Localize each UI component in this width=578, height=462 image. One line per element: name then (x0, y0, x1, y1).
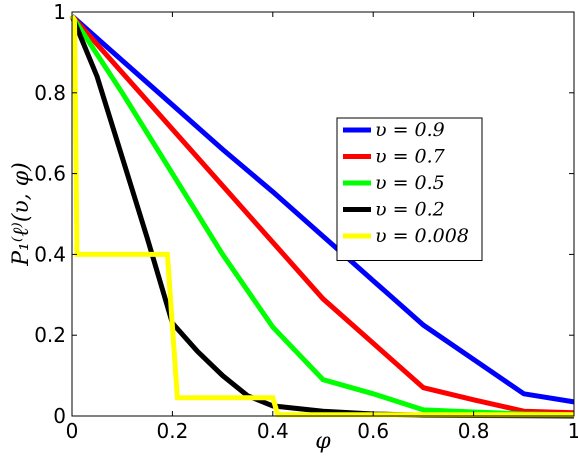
x-axis-label: φ (315, 429, 331, 454)
legend: υ = 0.9 υ = 0.7 υ = 0.5 υ = 0.2 υ = 0.008 (336, 117, 483, 261)
x-tick-label-4: 0.8 (458, 419, 490, 443)
x-tick-label-2: 0.4 (257, 419, 289, 443)
axis-tick-labels: 0 0.2 0.4 0.6 0.8 1 0 0.2 0.4 0.6 0.8 1 (34, 0, 578, 443)
plot-frame (71, 11, 575, 417)
y-tick-label-2: 0.4 (34, 242, 66, 266)
series-line-1 (70, 14, 575, 416)
y-tick-label-0: 0 (53, 404, 66, 428)
y-axis-label: P₁⁽ℓ⁾(υ, φ) (9, 162, 34, 267)
x-tick-label-3: 0.6 (357, 419, 389, 443)
series-line-4 (69, 14, 574, 418)
legend-label-2: υ = 0.5 (375, 172, 445, 194)
legend-label-0: υ = 0.9 (375, 119, 445, 141)
x-tick-label-1: 0.2 (156, 419, 188, 443)
x-tick-label-5: 1 (568, 419, 578, 443)
y-tick-label-3: 0.6 (34, 162, 66, 186)
legend-label-4: υ = 0.008 (375, 225, 469, 247)
legend-label-1: υ = 0.7 (375, 146, 446, 168)
y-tick-label-4: 0.8 (34, 81, 66, 105)
legend-label-3: υ = 0.2 (375, 199, 445, 221)
axis-ticks (71, 11, 575, 417)
y-tick-label-1: 0.2 (34, 323, 66, 347)
y-tick-label-5: 1 (53, 0, 66, 24)
series-line-0 (70, 14, 575, 405)
x-tick-label-0: 0 (66, 419, 79, 443)
